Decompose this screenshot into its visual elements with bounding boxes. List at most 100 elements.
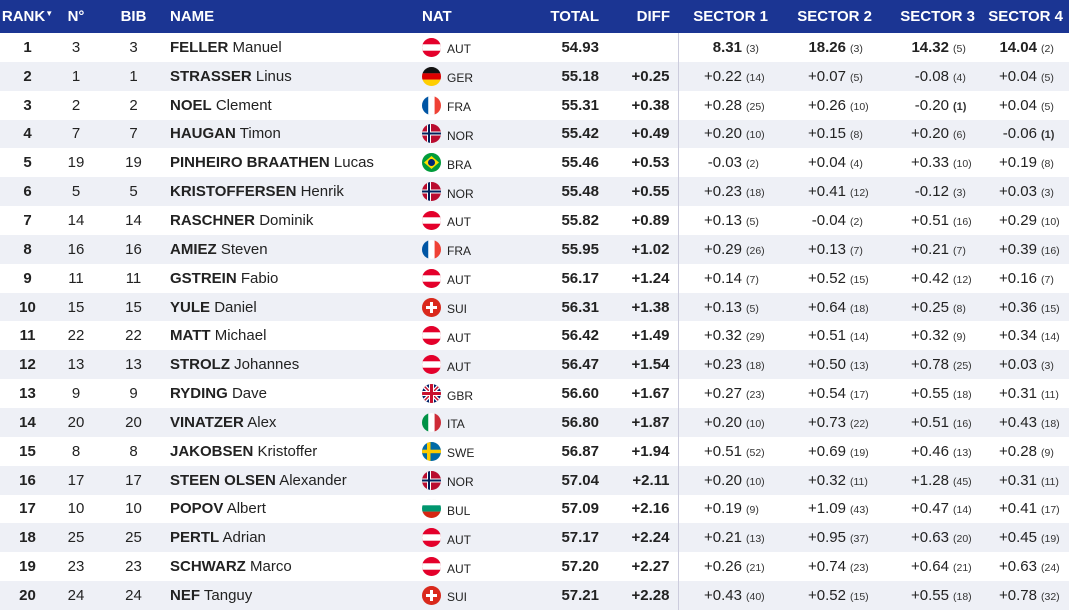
bib-cell: 24 xyxy=(125,586,142,604)
header-sector-1[interactable]: SECTOR 1 xyxy=(693,8,768,25)
bib-cell: 3 xyxy=(129,38,138,56)
sector-rank: (5) xyxy=(746,215,759,228)
table-row[interactable]: 4 7 7 HAUGAN Timon NOR 55.42 +0.49 +0.20 (10) +0.… xyxy=(0,119,1069,149)
sector-1-cell: +0.19 (9) xyxy=(678,495,774,524)
sector-time: +0.55 xyxy=(911,385,949,403)
sector-rank: (5) xyxy=(1041,100,1054,113)
sector-3-cell: +0.51 (16) xyxy=(878,408,981,437)
athlete-name[interactable]: PINHEIRO BRAATHEN Lucas xyxy=(170,148,422,177)
nation-cell: ITA xyxy=(422,408,522,437)
athlete-last-name: STRASSER xyxy=(170,67,252,85)
sector-1-cell: +0.23 (18) xyxy=(678,350,774,379)
sector-time: +1.28 xyxy=(911,471,949,489)
athlete-name[interactable]: NEF Tanguy xyxy=(170,581,422,610)
flag-swe-icon xyxy=(422,441,441,461)
nation-cell: NOR xyxy=(422,466,522,495)
header-name[interactable]: NAME xyxy=(170,8,215,25)
athlete-name[interactable]: FELLER Manuel xyxy=(170,33,422,62)
table-row[interactable]: 3 2 2 NOEL Clement FRA 55.31 +0.38 +0.28 (25) +0.… xyxy=(0,90,1069,120)
sector-rank: (5) xyxy=(850,71,863,84)
sector-time: +0.46 xyxy=(911,442,949,460)
athlete-name[interactable]: STROLZ Johannes xyxy=(170,350,422,379)
table-row[interactable]: 7 14 14 RASCHNER Dominik AUT 55.82 +0.89 +0.13 (… xyxy=(0,206,1069,235)
diff-time: +1.67 xyxy=(605,379,679,408)
header-sector-3[interactable]: SECTOR 3 xyxy=(900,8,975,25)
athlete-name[interactable]: GSTREIN Fabio xyxy=(170,264,422,293)
table-row[interactable]: 8 16 16 AMIEZ Steven FRA 55.95 +1.02 +0.29 (26) +… xyxy=(0,234,1069,264)
header-nat[interactable]: NAT xyxy=(422,8,452,25)
table-row[interactable]: 19 23 23 SCHWARZ Marco AUT 57.20 +2.27 +0.26 (21… xyxy=(0,552,1069,582)
diff-time: +1.94 xyxy=(605,436,679,466)
sector-3-cell: 14.32 (5) xyxy=(878,33,981,62)
diff-time: +1.54 xyxy=(605,350,679,380)
table-row[interactable]: 6 5 5 KRISTOFFERSEN Henrik NOR 55.48 +0.55 +0.2… xyxy=(0,177,1069,207)
header-total[interactable]: TOTAL xyxy=(550,8,599,25)
athlete-name[interactable]: VINATZER Alex xyxy=(170,408,422,437)
sector-rank: (8) xyxy=(953,302,966,315)
sector-time: +0.28 xyxy=(999,442,1037,460)
athlete-name[interactable]: KRISTOFFERSEN Henrik xyxy=(170,177,422,206)
athlete-first-name: Dave xyxy=(231,385,267,403)
sector-1-cell: +0.20 (10) xyxy=(678,408,774,437)
athlete-name[interactable]: SCHWARZ Marco xyxy=(170,552,422,581)
athlete-first-name: Alexander xyxy=(279,471,347,489)
sector-rank: (8) xyxy=(1041,158,1054,171)
table-row[interactable]: 15 8 8 JAKOBSEN Kristoffer SWE 56.87 +1.94 +0.5… xyxy=(0,436,1069,466)
athlete-name[interactable]: YULE Daniel xyxy=(170,293,422,322)
table-row[interactable]: 10 15 15 YULE Daniel SUI 56.31 +1.38 +0.13 (5) +0… xyxy=(0,292,1069,322)
table-row[interactable]: 5 19 19 PINHEIRO BRAATHEN Lucas BRA 55.46 +0.5… xyxy=(0,148,1069,178)
table-row[interactable]: 1 3 3 FELLER Manuel AUT 54.93 8.31 (3) 18.26 (3) 1… xyxy=(0,33,1069,62)
table-row[interactable]: 16 17 17 STEEN OLSEN Alexander NOR 57.04 +2.11… xyxy=(0,465,1069,495)
table-row[interactable]: 9 11 11 GSTREIN Fabio AUT 56.17 +1.24 +0.14 (7) +… xyxy=(0,263,1069,293)
total-time: 55.46 xyxy=(561,154,599,172)
table-row[interactable]: 11 22 22 MATT Michael AUT 56.42 +1.49 +0.32 (29)… xyxy=(0,321,1069,351)
table-row[interactable]: 20 24 24 NEF Tanguy SUI 57.21 +2.28 +0.43 (40) +0… xyxy=(0,581,1069,610)
total-time: 57.09 xyxy=(561,500,599,518)
flag-fra-icon xyxy=(422,95,441,115)
athlete-name[interactable]: STRASSER Linus xyxy=(170,62,422,91)
athlete-first-name: Daniel xyxy=(214,298,257,316)
sector-time: -0.12 xyxy=(914,183,949,201)
sector-2-cell: +0.73 (22) xyxy=(774,408,878,437)
athlete-name[interactable]: HAUGAN Timon xyxy=(170,120,422,149)
sector-time: +0.31 xyxy=(999,385,1037,403)
athlete-name[interactable]: RASCHNER Dominik xyxy=(170,206,422,235)
athlete-name[interactable]: STEEN OLSEN Alexander xyxy=(170,466,422,495)
header-sector-2[interactable]: SECTOR 2 xyxy=(797,8,872,25)
sector-3-cell: +0.63 (20) xyxy=(878,523,981,552)
sector-rank: (10) xyxy=(1041,215,1060,228)
table-row[interactable]: 18 25 25 PERTL Adrian AUT 57.17 +2.24 +0.21 (13)… xyxy=(0,523,1069,553)
sector-1-cell: +0.51 (52) xyxy=(678,437,774,466)
athlete-first-name: Timon xyxy=(239,125,281,143)
sector-rank: (16) xyxy=(1041,244,1060,257)
rank-cell: 3 xyxy=(23,96,32,114)
table-row[interactable]: 14 20 20 VINATZER Alex ITA 56.80 +1.87 +0.20 (10… xyxy=(0,407,1069,437)
sector-rank: (2) xyxy=(850,215,863,228)
athlete-name[interactable]: RYDING Dave xyxy=(170,379,422,408)
total-time: 56.47 xyxy=(561,356,599,374)
header-sector-4[interactable]: SECTOR 4 xyxy=(988,8,1063,25)
header-rank[interactable]: RANK▼ xyxy=(1,8,54,25)
sector-time: +0.41 xyxy=(999,500,1037,518)
athlete-name[interactable]: NOEL Clement xyxy=(170,91,422,120)
nation-cell: GER xyxy=(422,62,522,91)
table-row[interactable]: 2 1 1 STRASSER Linus GER 55.18 +0.25 +0.22 (14) +… xyxy=(0,61,1069,91)
sector-2-cell: +0.74 (23) xyxy=(774,552,878,581)
header-no[interactable]: N° xyxy=(67,8,85,25)
header-diff[interactable]: DIFF xyxy=(636,8,670,25)
table-row[interactable]: 12 13 13 STROLZ Johannes AUT 56.47 +1.54 +0.23 (… xyxy=(0,350,1069,380)
sector-3-cell: +0.46 (13) xyxy=(878,437,981,466)
sector-rank: (7) xyxy=(746,273,759,286)
header-bib[interactable]: BIB xyxy=(120,8,147,25)
athlete-name[interactable]: POPOV Albert xyxy=(170,495,422,524)
table-row[interactable]: 13 9 9 RYDING Dave GBR 56.60 +1.67 +0.27 (23) +0.… xyxy=(0,379,1069,408)
sector-time: +0.64 xyxy=(808,298,846,316)
athlete-name[interactable]: AMIEZ Steven xyxy=(170,235,422,264)
athlete-name[interactable]: JAKOBSEN Kristoffer xyxy=(170,437,422,466)
athlete-name[interactable]: MATT Michael xyxy=(170,321,422,350)
table-row[interactable]: 17 10 10 POPOV Albert BUL 57.09 +2.16 +0.19 (9) +… xyxy=(0,494,1069,524)
sector-3-cell: +0.55 (18) xyxy=(878,379,981,408)
sector-time: +0.52 xyxy=(808,586,846,604)
athlete-last-name: PINHEIRO BRAATHEN xyxy=(170,154,330,172)
athlete-name[interactable]: PERTL Adrian xyxy=(170,523,422,552)
